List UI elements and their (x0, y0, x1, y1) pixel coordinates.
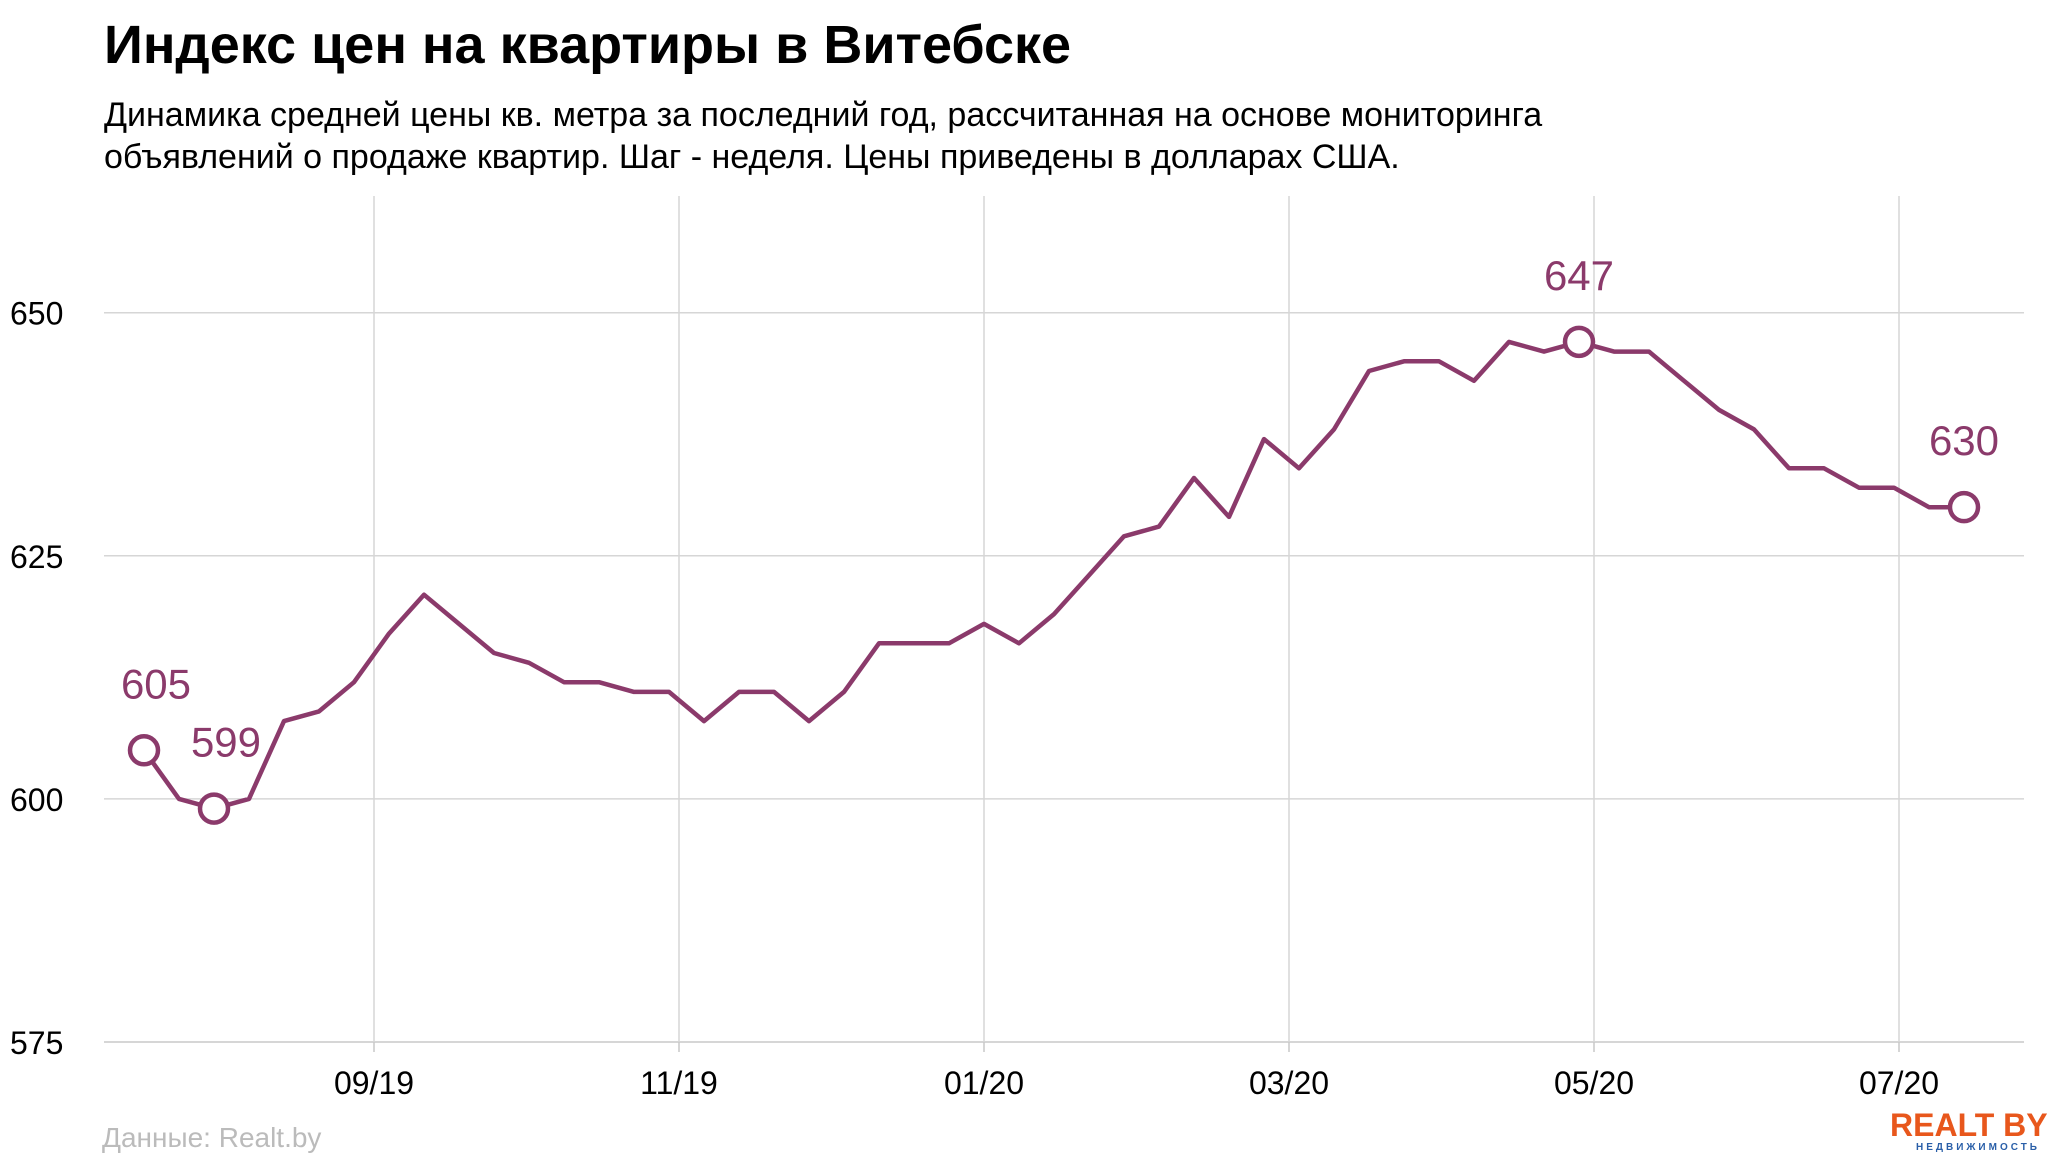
data-label: 647 (1544, 252, 1614, 299)
logo-wordmark: REALT BY (1890, 1107, 2048, 1143)
highlight-marker (1562, 325, 1596, 359)
x-tick-label: 05/20 (1554, 1065, 1634, 1101)
logo-tagline: НЕДВИЖИМОСТЬ (1915, 1142, 2040, 1153)
x-tick-label: 01/20 (944, 1065, 1024, 1101)
x-tick-label: 07/20 (1859, 1065, 1939, 1101)
subtitle-line-2: объявлений о продаже квартир. Шаг - неде… (104, 138, 1400, 176)
data-label: 630 (1929, 417, 1999, 464)
highlight-marker (197, 792, 231, 825)
y-tick-label: 625 (10, 539, 63, 575)
y-tick-label: 575 (10, 1025, 63, 1061)
chart-subtitle: Динамика средней цены кв. метра за после… (104, 94, 1904, 178)
x-tick-label: 11/19 (640, 1065, 718, 1101)
data-source-note: Данные: Realt.by (102, 1122, 322, 1153)
highlight-marker (1947, 490, 1981, 524)
data-label: 599 (191, 719, 261, 766)
y-tick-label: 600 (10, 782, 63, 818)
highlight-marker (127, 734, 161, 767)
data-label: 605 (121, 660, 191, 707)
y-tick-label: 650 (10, 296, 63, 332)
chart-title: Индекс цен на квартиры в Витебске (104, 15, 1072, 75)
subtitle-line-1: Динамика средней цены кв. метра за после… (104, 96, 1543, 134)
x-tick-label: 09/19 (334, 1065, 414, 1101)
price-index-line (141, 339, 1967, 811)
realt-logo: REALT BY НЕДВИЖИМОСТЬ (1890, 1107, 2048, 1154)
x-tick-label: 03/20 (1249, 1065, 1329, 1101)
